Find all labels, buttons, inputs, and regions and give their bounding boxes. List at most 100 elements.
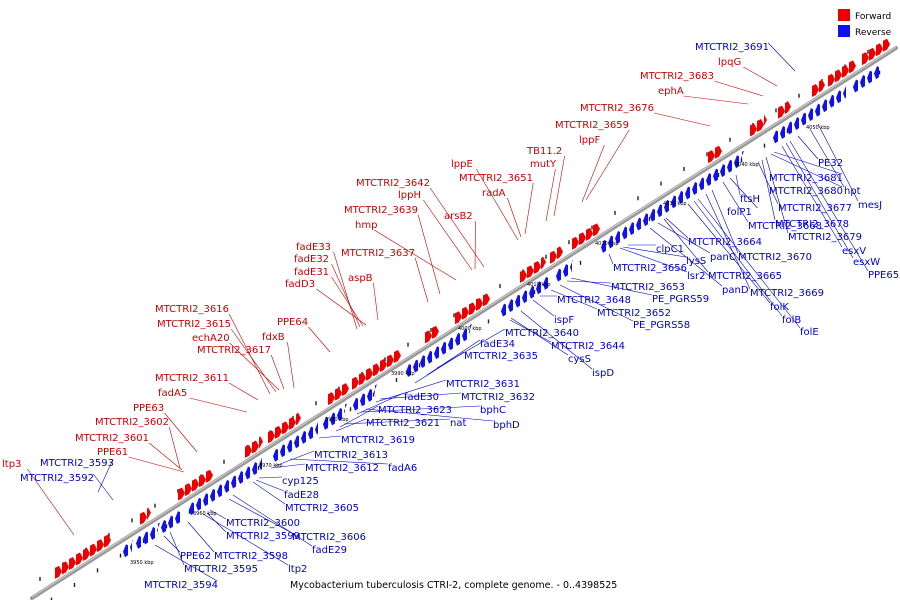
forward-gene-label: MTCTRI2_3651 <box>459 173 533 184</box>
forward-gene-labels: ltp3 MTCTRI2_3602 MTCTRI2_3601 PPE61 PPE63 fa… <box>2 57 741 470</box>
reverse-gene-label: hpt <box>844 186 861 197</box>
reverse-gene-block <box>136 535 141 549</box>
forward-gene-block <box>819 79 825 93</box>
reverse-leader-line <box>270 463 306 469</box>
forward-gene-label: fadE31 <box>294 267 329 278</box>
forward-gene-block <box>380 358 387 372</box>
reverse-gene-label: bphC <box>480 405 506 416</box>
scale-label: 3950 kbp <box>130 560 154 566</box>
reverse-leader-line <box>789 140 869 272</box>
reverse-gene-block <box>337 407 342 421</box>
reverse-gene-block <box>727 159 732 173</box>
forward-gene-block <box>812 83 819 97</box>
reverse-leader-line <box>255 479 285 492</box>
forward-gene-block <box>259 435 263 449</box>
scale-label: 4020 kbp <box>595 241 619 247</box>
forward-gene-block <box>373 363 380 377</box>
forward-gene-label: MTCTRI2_3617 <box>197 345 271 356</box>
reverse-leader-line <box>765 156 789 234</box>
forward-gene-block <box>876 43 883 57</box>
forward-gene-block <box>557 246 563 260</box>
reverse-leader-line <box>735 174 741 196</box>
reverse-leader-line <box>228 498 293 534</box>
reverse-leader-line <box>649 227 723 287</box>
forward-gene-block <box>835 69 842 83</box>
forward-gene-block <box>849 60 856 74</box>
forward-gene-block <box>586 227 593 241</box>
reverse-gene-block <box>287 439 292 453</box>
reverse-gene-block <box>773 130 778 144</box>
forward-leader-line <box>581 144 605 203</box>
reverse-gene-block <box>706 173 711 187</box>
reverse-leader-line <box>657 222 711 254</box>
reverse-gene-block <box>157 522 160 536</box>
reverse-gene-block <box>643 213 648 227</box>
reverse-gene-block <box>815 103 820 117</box>
reverse-gene-block <box>685 186 690 200</box>
forward-gene-block <box>140 511 147 525</box>
reverse-leader-line <box>187 521 215 553</box>
forward-gene-label: MTCTRI2_3637 <box>341 248 415 259</box>
forward-leader-line <box>128 456 185 473</box>
forward-leader-line <box>228 313 271 395</box>
reverse-gene-block <box>808 108 813 122</box>
reverse-leader-line <box>252 481 286 505</box>
reverse-gene-label: ispF <box>554 315 574 326</box>
reverse-gene-label: MTCTRI2_3612 <box>305 463 379 474</box>
reverse-gene-label: MTCTRI2_3605 <box>285 503 359 514</box>
forward-gene-block <box>842 64 849 78</box>
reverse-leader-line <box>92 473 114 501</box>
forward-gene-label: MTCTRI2_3615 <box>157 319 231 330</box>
reverse-gene-label: panC <box>710 252 736 263</box>
forward-gene-block <box>579 232 586 246</box>
forward-leader-line <box>331 263 361 328</box>
reverse-gene-block <box>741 150 744 164</box>
forward-gene-label: PPE64 <box>277 317 308 328</box>
reverse-leader-line <box>785 142 854 259</box>
reverse-leader-line <box>209 509 227 520</box>
reverse-gene-block <box>441 341 446 355</box>
forward-gene-label: MTCTRI2_3683 <box>640 71 714 82</box>
forward-gene-block <box>55 565 62 579</box>
reverse-gene-block <box>150 527 155 541</box>
reverse-gene-block <box>413 359 418 373</box>
reverse-gene-label: PE_PGRS59 <box>652 294 709 305</box>
reverse-gene-block <box>608 235 613 249</box>
forward-gene-block <box>862 52 869 66</box>
scale-label: 4040 kbp <box>735 162 759 168</box>
reverse-gene-block <box>622 226 627 240</box>
reverse-gene-block <box>671 195 676 209</box>
forward-gene-label: lppF <box>579 135 600 146</box>
reverse-gene-block <box>860 75 865 89</box>
forward-leader-line <box>168 426 181 469</box>
forward-gene-block <box>352 376 359 390</box>
gene-blocks <box>55 38 890 579</box>
reverse-gene-label: MTCTRI2_3653 <box>611 282 685 293</box>
reverse-gene-label: MTCTRI2_3648 <box>557 295 631 306</box>
reverse-gene-label: esxV <box>842 246 866 257</box>
reverse-gene-block <box>529 285 534 299</box>
reverse-gene-label: MTCTRI2_3594 <box>144 580 218 591</box>
forward-gene-label: echA20 <box>192 333 230 344</box>
reverse-gene-label: MTCTRI2_3665 <box>708 271 782 282</box>
forward-gene-label: fadD3 <box>285 279 315 290</box>
reverse-gene-label: mesJ <box>858 200 882 211</box>
forward-gene-label: fadE32 <box>294 254 329 265</box>
reverse-gene-block <box>210 488 215 502</box>
reverse-gene-label: folB <box>782 315 801 326</box>
reverse-gene-block <box>874 66 879 80</box>
forward-leader-line <box>545 168 556 222</box>
reverse-gene-block <box>196 497 201 511</box>
legend: Forward Reverse <box>838 9 892 38</box>
scale-label: 3960 kbp <box>193 511 217 517</box>
reverse-gene-block <box>867 70 872 84</box>
forward-leader-line <box>417 214 441 295</box>
reverse-gene-label: fadE28 <box>284 490 319 501</box>
reverse-gene-label: folP1 <box>727 207 752 218</box>
reverse-gene-label: MTCTRI2_3635 <box>464 351 538 362</box>
reverse-gene-labels: MTCTRI2_3593 MTCTRI2_3592 MTCTRI2_3594 PPE6… <box>20 42 899 591</box>
reverse-gene-label: PPE62 <box>180 551 211 562</box>
reverse-gene-label: fadE29 <box>312 545 347 556</box>
reverse-gene-block <box>615 231 620 245</box>
forward-gene-label: MTCTRI2_3601 <box>75 433 149 444</box>
